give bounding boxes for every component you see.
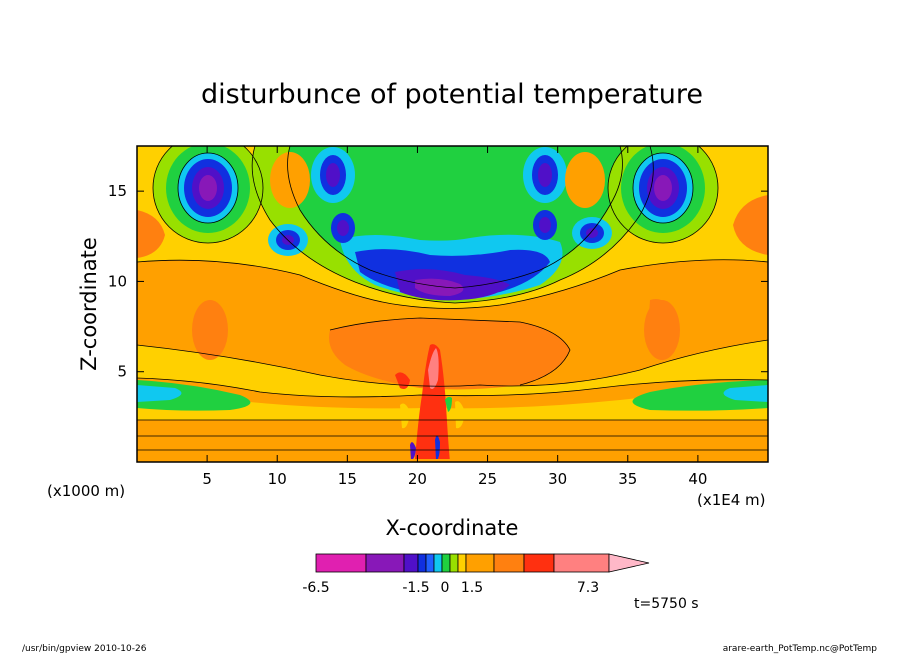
colorbar-segment [365,553,405,573]
x-tick-label: 30 [548,470,567,488]
contour-field [137,146,768,462]
colorbar-segment [553,553,610,573]
colorbar-tick-label: -1.5 [402,580,429,596]
right-low-green [632,380,768,411]
x-unit-label: (x1E4 m) [697,491,766,509]
colorbar-tick-labels: -6.5 -1.5 0 1.5 7.3 [302,580,599,596]
colorbar-segment [457,553,467,573]
x-tick-label: 5 [202,470,212,488]
colorbar-segment [433,553,443,573]
central-plume [415,344,450,462]
colorbar-segment [403,553,419,573]
x-tick-label: 10 [268,470,287,488]
x-axis: 5 10 15 20 25 30 35 40 [202,146,707,488]
colorbar [315,553,650,573]
colorbar-segment [441,553,451,573]
plot-frame [136,145,769,463]
chart-title: disturbunce of potential temperature [201,79,703,110]
footer-right: arare-earth_PotTemp.nc@PotTemp [723,644,878,654]
colorbar-tick-label: 0 [441,580,450,596]
y-tick-label: 15 [108,182,127,200]
colorbar-segment [315,553,367,573]
colorbar-tick-label: 7.3 [577,580,599,596]
x-axis-label: X-coordinate [386,516,519,540]
x-tick-label: 25 [478,470,497,488]
x-tick-label: 40 [688,470,707,488]
colorbar-tick-label: 1.5 [461,580,483,596]
y-axis: 5 10 15 [108,182,768,381]
y-tick-label: 5 [117,363,127,381]
y-tick-label: 10 [108,272,127,290]
colorbar-segment [449,553,459,573]
x-tick-label: 35 [618,470,637,488]
x-tick-label: 20 [408,470,427,488]
colorbar-segment [493,553,525,573]
colorbar-segment [417,553,427,573]
colorbar-extend-arrow [608,553,650,573]
colorbar-segment [465,553,495,573]
central-warm [329,318,570,390]
y-unit-label: (x1000 m) [47,482,125,500]
x-tick-label: 15 [338,470,357,488]
footer-left: /usr/bin/gpview 2010-10-26 [22,644,147,654]
contour-lines [137,146,768,451]
colorbar-segment [425,553,435,573]
colorbar-segment [523,553,555,573]
colorbar-tick-label: -6.5 [302,580,329,596]
y-axis-label: Z-coordinate [77,237,101,371]
time-annotation: t=5750 s [634,596,699,612]
